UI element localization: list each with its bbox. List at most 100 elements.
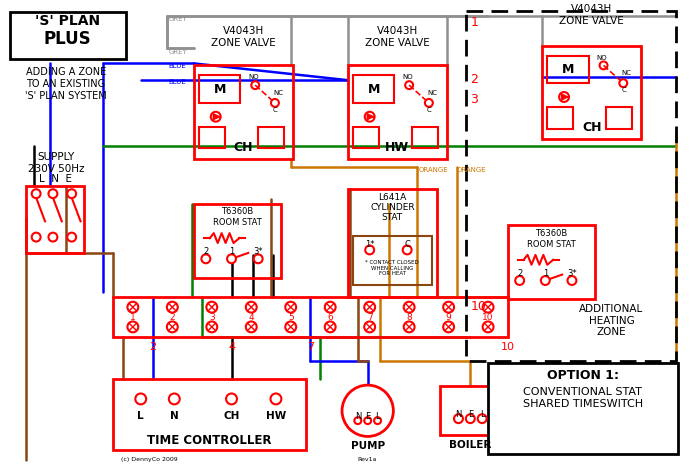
Circle shape <box>246 322 257 332</box>
Bar <box>113 297 508 337</box>
Circle shape <box>226 394 237 404</box>
Circle shape <box>48 233 57 241</box>
Text: HW: HW <box>385 141 409 154</box>
Circle shape <box>567 276 576 285</box>
Text: 1: 1 <box>130 313 136 322</box>
Bar <box>607 107 632 129</box>
Text: 2: 2 <box>517 269 522 278</box>
Text: NC: NC <box>427 90 437 96</box>
Circle shape <box>32 189 41 198</box>
Circle shape <box>355 417 362 424</box>
Text: (c) DennyCo 2009: (c) DennyCo 2009 <box>121 457 178 462</box>
Text: 5: 5 <box>288 313 294 322</box>
Text: C: C <box>427 107 432 113</box>
Bar <box>10 12 126 59</box>
Text: HW: HW <box>266 411 286 421</box>
Text: PLUS: PLUS <box>44 30 92 48</box>
Text: NO: NO <box>248 74 259 80</box>
Circle shape <box>206 322 217 332</box>
Text: L  N  E: L N E <box>39 174 72 184</box>
Text: L641A
CYLINDER
STAT: L641A CYLINDER STAT <box>370 193 415 222</box>
Text: ADDING A ZONE
TO AN EXISTING
'S' PLAN SYSTEM: ADDING A ZONE TO AN EXISTING 'S' PLAN SY… <box>25 67 107 101</box>
Text: 4: 4 <box>248 313 254 322</box>
Text: NC: NC <box>621 70 631 76</box>
Circle shape <box>600 61 607 69</box>
Bar <box>258 126 284 148</box>
Bar <box>26 186 83 253</box>
Text: GREY: GREY <box>168 49 187 55</box>
Bar <box>440 386 501 435</box>
Text: 10: 10 <box>471 300 486 313</box>
Circle shape <box>342 385 393 437</box>
Text: TIME CONTROLLER: TIME CONTROLLER <box>146 434 271 447</box>
Text: NO: NO <box>402 74 413 80</box>
Circle shape <box>559 92 569 102</box>
Circle shape <box>201 255 210 263</box>
Circle shape <box>285 322 296 332</box>
Circle shape <box>365 246 374 255</box>
Circle shape <box>404 302 415 313</box>
Circle shape <box>128 322 138 332</box>
Circle shape <box>169 394 179 404</box>
Text: V4043H
ZONE VALVE: V4043H ZONE VALVE <box>365 26 430 48</box>
Text: 1*: 1* <box>365 240 375 249</box>
Text: BLUE: BLUE <box>168 64 186 69</box>
Text: C: C <box>621 87 626 93</box>
Circle shape <box>32 233 41 241</box>
Bar <box>488 364 678 454</box>
Text: 1: 1 <box>229 247 234 256</box>
Text: E: E <box>365 412 371 421</box>
Text: CH: CH <box>582 122 602 134</box>
Circle shape <box>443 302 454 313</box>
Text: PUMP: PUMP <box>351 441 385 451</box>
Circle shape <box>364 417 371 424</box>
Circle shape <box>404 322 415 332</box>
Text: ORANGE: ORANGE <box>419 167 448 173</box>
Text: 9: 9 <box>446 313 451 322</box>
Text: M: M <box>368 82 380 95</box>
Text: 3: 3 <box>209 313 215 322</box>
Text: N: N <box>170 411 179 421</box>
Circle shape <box>466 414 475 423</box>
Circle shape <box>48 189 57 198</box>
Bar <box>113 379 306 450</box>
Circle shape <box>425 99 433 107</box>
Text: 2: 2 <box>471 73 478 86</box>
Circle shape <box>454 414 463 423</box>
Bar <box>542 46 641 139</box>
Circle shape <box>251 81 259 89</box>
Circle shape <box>482 302 493 313</box>
Bar <box>353 236 432 285</box>
Text: M: M <box>562 63 574 76</box>
Text: GREY: GREY <box>168 16 187 22</box>
Bar <box>199 75 240 103</box>
Text: 'S' PLAN: 'S' PLAN <box>35 14 100 28</box>
Text: 3*: 3* <box>253 247 263 256</box>
Circle shape <box>167 322 178 332</box>
Circle shape <box>67 233 76 241</box>
Circle shape <box>254 255 263 263</box>
Text: CH: CH <box>234 141 253 154</box>
Text: 4: 4 <box>228 342 235 351</box>
Circle shape <box>206 302 217 313</box>
Circle shape <box>128 302 138 313</box>
Text: 1: 1 <box>543 269 548 278</box>
Text: 10: 10 <box>482 313 494 322</box>
Circle shape <box>285 302 296 313</box>
Bar <box>194 204 281 278</box>
Text: CONVENTIONAL STAT
SHARED TIMESWITCH: CONVENTIONAL STAT SHARED TIMESWITCH <box>523 387 643 409</box>
Text: L: L <box>480 410 484 419</box>
Text: N: N <box>355 412 361 421</box>
Circle shape <box>374 417 381 424</box>
Circle shape <box>271 99 279 107</box>
Bar <box>508 225 595 299</box>
Text: BOILER: BOILER <box>449 440 491 450</box>
Text: 2: 2 <box>170 313 175 322</box>
Circle shape <box>541 276 550 285</box>
Text: N: N <box>455 410 462 419</box>
Text: 2: 2 <box>149 342 156 351</box>
Text: C: C <box>404 240 410 249</box>
Text: NO: NO <box>597 54 607 60</box>
Circle shape <box>403 246 412 255</box>
Bar <box>547 107 573 129</box>
